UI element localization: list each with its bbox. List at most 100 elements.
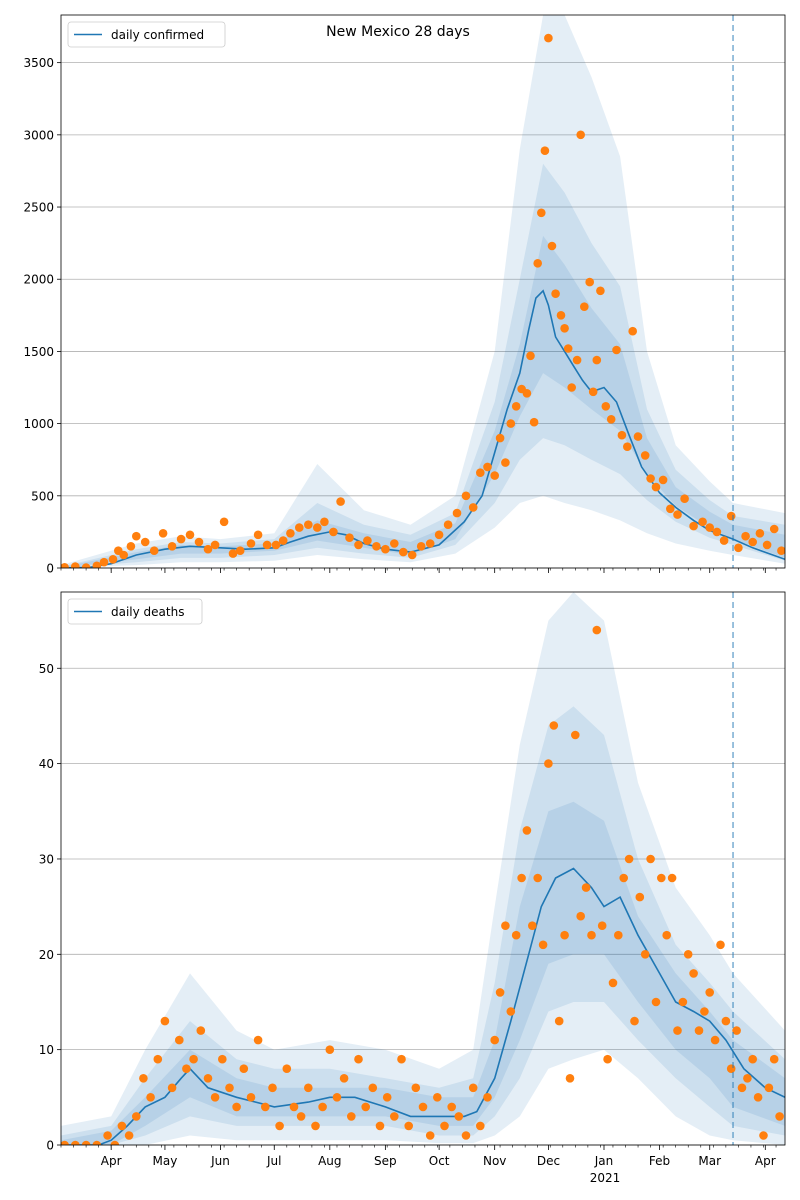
data-point bbox=[363, 536, 372, 545]
data-point bbox=[633, 432, 643, 441]
y-tick-label: 20 bbox=[39, 948, 54, 962]
data-point bbox=[452, 508, 462, 518]
data-point bbox=[361, 1102, 371, 1112]
data-point bbox=[712, 527, 722, 537]
data-point bbox=[239, 1064, 249, 1073]
data-point bbox=[336, 497, 345, 506]
x-tick-label: Dec bbox=[537, 1154, 560, 1168]
data-point bbox=[304, 1083, 313, 1093]
data-point bbox=[624, 854, 634, 864]
data-point bbox=[454, 1112, 464, 1121]
data-point bbox=[580, 302, 589, 312]
x-tick-label: Apr bbox=[101, 1154, 122, 1168]
axes-frame bbox=[60, 14, 786, 569]
data-point bbox=[447, 1102, 457, 1112]
data-point bbox=[289, 1102, 299, 1112]
data-point bbox=[635, 892, 645, 902]
data-point bbox=[210, 540, 220, 550]
data-point bbox=[606, 415, 616, 424]
data-point bbox=[382, 1093, 392, 1102]
data-point bbox=[554, 1016, 564, 1026]
data-point bbox=[440, 1121, 449, 1131]
data-point bbox=[560, 324, 569, 333]
data-point bbox=[683, 950, 693, 959]
data-point bbox=[483, 462, 492, 472]
data-point bbox=[339, 1074, 349, 1083]
data-point bbox=[777, 546, 785, 555]
data-point bbox=[139, 1074, 148, 1083]
data-point bbox=[753, 1093, 763, 1102]
confidence-band-outer bbox=[61, 592, 785, 1145]
data-point bbox=[657, 873, 666, 883]
data-point bbox=[741, 531, 750, 541]
y-tick-label: 3500 bbox=[23, 56, 54, 70]
data-point bbox=[397, 1054, 406, 1064]
data-point bbox=[689, 521, 698, 531]
data-point bbox=[538, 940, 548, 950]
x-tick-label: Apr bbox=[755, 1154, 776, 1168]
data-point bbox=[658, 475, 668, 485]
data-point bbox=[721, 1016, 731, 1026]
data-point bbox=[219, 517, 229, 527]
confirmed-chart-panel: 0 500 1000 1500 2000 2500 3000 3500 daily confir… bbox=[23, 14, 786, 576]
x-tick-label: Sep bbox=[374, 1154, 397, 1168]
data-point bbox=[601, 402, 611, 411]
data-point bbox=[117, 1121, 127, 1131]
data-point bbox=[443, 520, 453, 529]
data-point bbox=[495, 988, 505, 997]
data-point bbox=[228, 549, 238, 558]
y-tick-label: 50 bbox=[39, 662, 54, 676]
confidence-band-inner bbox=[61, 801, 785, 1145]
data-point bbox=[775, 1112, 784, 1121]
data-point bbox=[748, 1054, 757, 1064]
data-point bbox=[167, 1083, 177, 1093]
data-point bbox=[61, 563, 69, 568]
data-point bbox=[662, 930, 671, 940]
data-point bbox=[537, 208, 546, 218]
y-tick-label: 0 bbox=[46, 562, 54, 576]
data-point bbox=[608, 978, 618, 988]
x-tick-label: Mar bbox=[698, 1154, 721, 1168]
legend-label: daily confirmed bbox=[111, 28, 204, 42]
data-point bbox=[726, 511, 736, 521]
data-point bbox=[108, 555, 118, 564]
data-point bbox=[689, 969, 698, 978]
data-point bbox=[522, 826, 532, 835]
data-point bbox=[544, 759, 553, 768]
data-point bbox=[719, 536, 729, 545]
data-point bbox=[529, 417, 539, 427]
data-point bbox=[261, 1102, 270, 1112]
data-point bbox=[185, 530, 195, 540]
data-point bbox=[411, 1083, 421, 1093]
x-tick-label: Oct bbox=[429, 1154, 450, 1168]
y-tick-label: 1500 bbox=[23, 345, 54, 359]
data-point bbox=[140, 537, 150, 547]
data-point bbox=[313, 523, 322, 532]
data-point bbox=[755, 529, 765, 538]
data-point bbox=[743, 1074, 752, 1083]
data-point bbox=[354, 1054, 363, 1064]
data-point bbox=[425, 1131, 435, 1140]
data-point bbox=[368, 1083, 378, 1093]
data-point bbox=[716, 940, 725, 950]
data-point bbox=[61, 1140, 69, 1145]
data-point bbox=[694, 1026, 704, 1035]
data-point bbox=[585, 277, 594, 287]
data-point bbox=[748, 537, 757, 547]
data-point bbox=[619, 873, 628, 883]
y-tick-label: 3000 bbox=[23, 128, 54, 142]
confidence-band-middle bbox=[61, 706, 785, 1145]
data-point bbox=[196, 1026, 206, 1035]
data-point bbox=[372, 542, 381, 551]
data-point bbox=[612, 345, 621, 355]
data-point bbox=[282, 1064, 292, 1073]
data-point bbox=[329, 527, 338, 537]
x-tick-label: Jun bbox=[210, 1154, 230, 1168]
data-point bbox=[764, 1083, 774, 1093]
data-point bbox=[160, 1016, 170, 1026]
data-point bbox=[81, 563, 91, 568]
data-point bbox=[617, 430, 627, 440]
data-point bbox=[572, 355, 582, 365]
data-point bbox=[399, 547, 408, 557]
